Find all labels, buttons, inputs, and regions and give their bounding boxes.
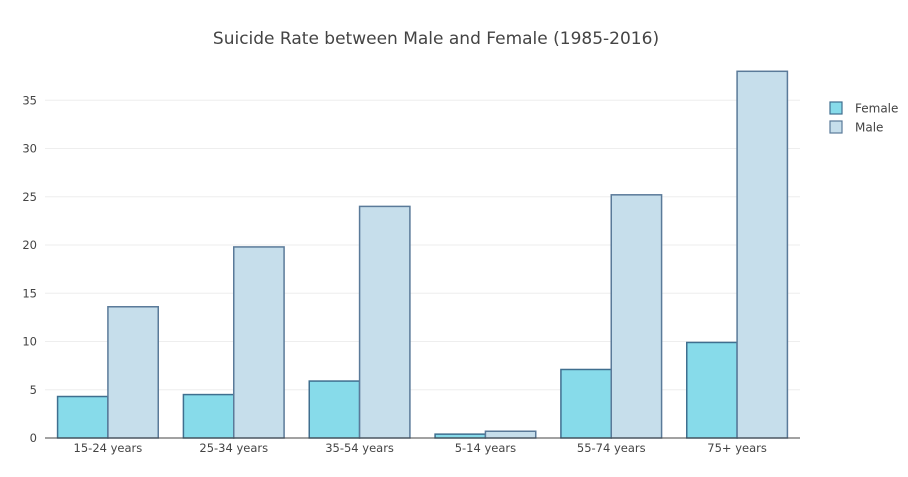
axes: 0 5 10 15 20 25 30 35 15-24 years 25-34 years 35-5… <box>22 93 800 455</box>
y-tick-label: 10 <box>22 335 37 349</box>
legend-item-female[interactable]: Female <box>829 101 898 116</box>
y-tick-label: 20 <box>22 238 37 252</box>
y-tick-label: 30 <box>22 142 37 156</box>
legend-swatch <box>829 120 843 134</box>
y-tick-label: 35 <box>22 93 37 107</box>
bar-male[interactable] <box>610 194 663 439</box>
x-tick-label: 55-74 years <box>577 441 646 455</box>
bar-male[interactable] <box>736 70 789 439</box>
chart-title: Suicide Rate between Male and Female (19… <box>213 29 659 49</box>
bar-male[interactable] <box>358 205 411 439</box>
bars <box>56 70 789 439</box>
bar-female[interactable] <box>56 395 109 439</box>
y-tick-label: 5 <box>30 383 37 397</box>
legend-item-male[interactable]: Male <box>829 120 883 135</box>
legend-label: Male <box>855 121 883 135</box>
legend[interactable]: Female Male <box>829 101 898 135</box>
legend-label: Female <box>855 102 898 116</box>
y-tick-label: 15 <box>22 286 37 300</box>
x-tick-label: 35-54 years <box>325 441 394 455</box>
x-tick-label: 75+ years <box>707 441 767 455</box>
bar-male[interactable] <box>107 306 159 439</box>
x-tick-label: 25-34 years <box>199 441 268 455</box>
y-tick-label: 0 <box>30 431 37 445</box>
x-tick-label: 15-24 years <box>74 441 143 455</box>
x-tick-label: 5-14 years <box>455 441 516 455</box>
bar-male[interactable] <box>484 430 537 439</box>
gridlines <box>45 99 800 391</box>
legend-swatch <box>829 101 843 115</box>
y-tick-label: 25 <box>22 190 37 204</box>
bar-male[interactable] <box>233 246 285 439</box>
bar-female[interactable] <box>560 368 613 439</box>
bar-female[interactable] <box>686 341 738 439</box>
bar-female[interactable] <box>434 433 487 439</box>
bar-female[interactable] <box>182 393 235 439</box>
bar-female[interactable] <box>308 380 361 439</box>
